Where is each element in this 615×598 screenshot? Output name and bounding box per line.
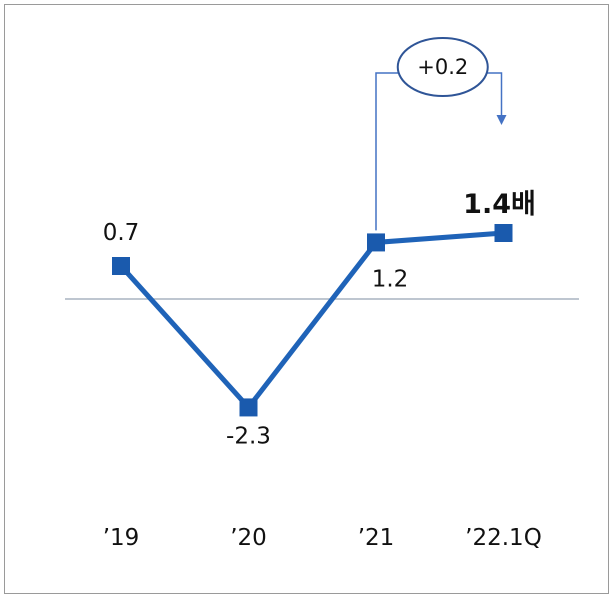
series-line	[119, 230, 504, 410]
data-label: 0.7	[103, 220, 140, 246]
data-label: -2.3	[226, 423, 271, 449]
data-marker	[112, 257, 130, 275]
data-marker	[239, 398, 258, 417]
x-tick-label: ’21	[358, 525, 395, 551]
data-label: 1.2	[372, 266, 409, 292]
annotation-bubble	[396, 37, 489, 97]
x-tick-label: ’22.1Q	[465, 525, 542, 551]
data-marker	[494, 224, 513, 242]
annotation-label: +0.2	[417, 55, 468, 79]
x-tick-label: ’19	[103, 525, 140, 551]
data-marker	[367, 233, 385, 252]
x-tick-label: ’20	[230, 525, 267, 551]
data-label: 1.4배	[463, 189, 536, 220]
